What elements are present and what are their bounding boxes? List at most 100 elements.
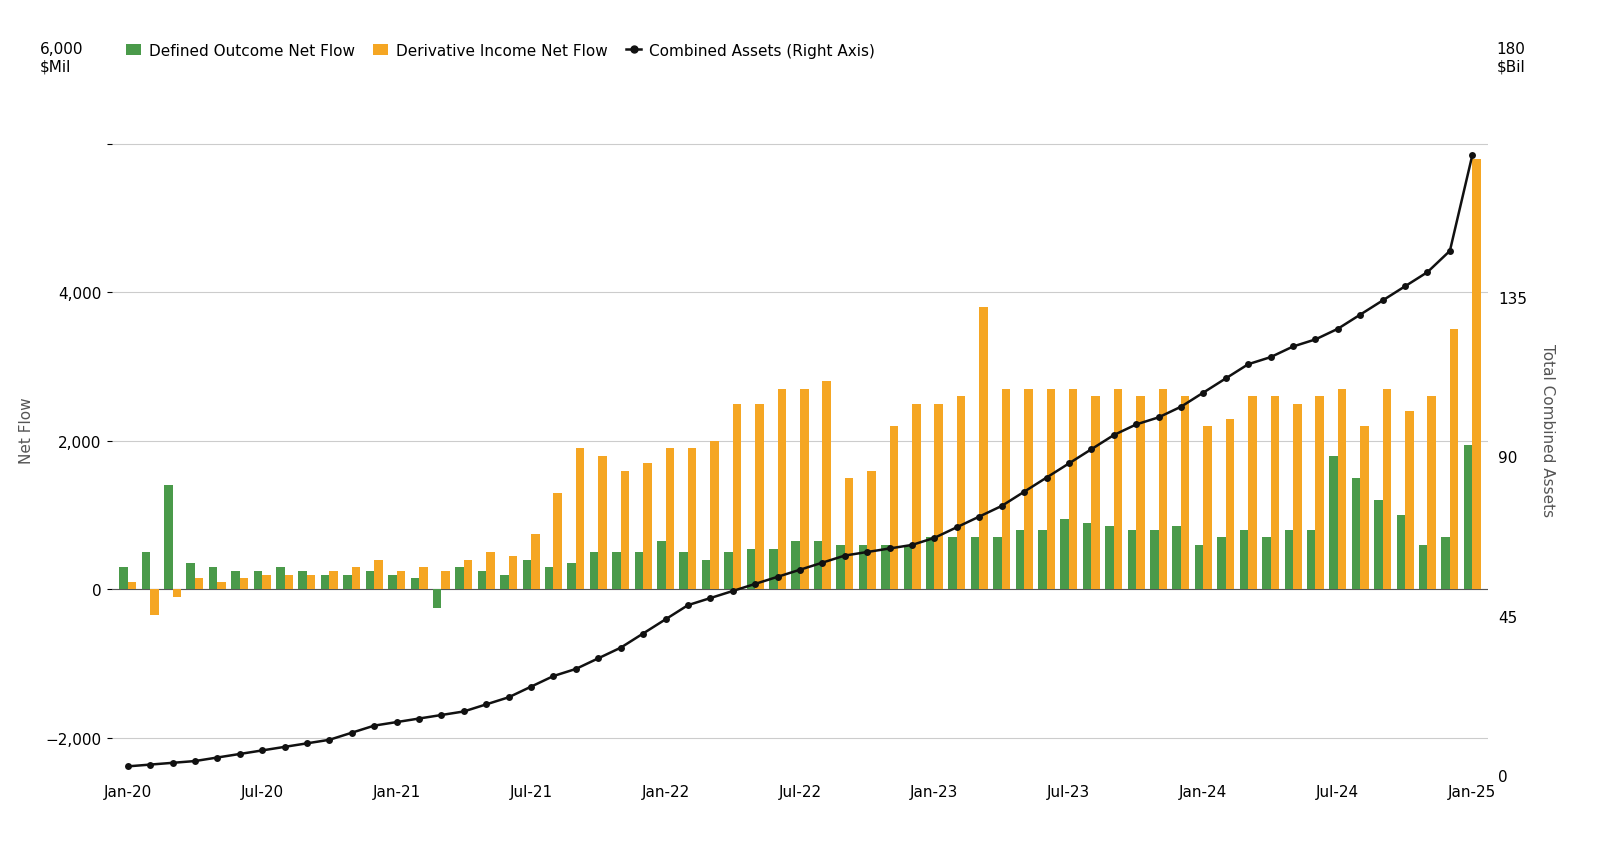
Bar [680,553,688,590]
Bar [1262,538,1270,590]
Bar [232,571,240,590]
Bar [195,579,203,590]
Bar [118,567,128,590]
Bar [1226,419,1234,590]
Bar [590,553,598,590]
Bar [1338,389,1346,590]
Bar [1106,527,1114,590]
Bar [1427,397,1437,590]
Bar [1352,479,1360,590]
Bar [710,441,718,590]
Bar [904,545,912,590]
Bar [509,556,517,590]
Bar [890,427,898,590]
Bar [1248,397,1256,590]
Bar [1270,397,1278,590]
Bar [1016,531,1024,590]
Bar [971,538,979,590]
Bar [141,553,150,590]
Bar [389,575,397,590]
Bar [411,579,419,590]
Bar [1158,389,1166,590]
Bar [456,567,464,590]
Bar [845,479,853,590]
Bar [501,575,509,590]
Bar [285,575,293,590]
Bar [299,571,307,590]
Bar [778,389,786,590]
Bar [822,382,830,590]
Bar [128,583,136,590]
Bar [666,449,674,590]
Bar [374,560,382,590]
Bar [994,538,1002,590]
Legend: Defined Outcome Net Flow, Derivative Income Net Flow, Combined Assets (Right Axi: Defined Outcome Net Flow, Derivative Inc… [120,37,882,65]
Bar [725,553,733,590]
Bar [307,575,315,590]
Bar [635,553,643,590]
Y-axis label: Total Combined Assets: Total Combined Assets [1541,344,1555,516]
Bar [352,567,360,590]
Bar [1114,389,1122,590]
Bar [478,571,486,590]
Bar [1450,330,1459,590]
Bar [546,567,554,590]
Bar [1360,427,1368,590]
Bar [912,405,920,590]
Bar [1069,389,1077,590]
Bar [643,463,651,590]
Bar [344,575,352,590]
Bar [688,449,696,590]
Bar [1083,523,1091,590]
Y-axis label: Net Flow: Net Flow [19,397,34,463]
Bar [1195,545,1203,590]
Bar [531,534,539,590]
Bar [1203,427,1211,590]
Bar [1315,397,1323,590]
Bar [366,571,374,590]
Bar [1442,538,1450,590]
Bar [254,571,262,590]
Bar [1307,531,1315,590]
Bar [1061,520,1069,590]
Bar [218,583,226,590]
Bar [1002,389,1010,590]
Bar [1405,412,1413,590]
Bar [882,545,890,590]
Bar [464,560,472,590]
Bar [1046,389,1054,590]
Bar [173,590,181,597]
Bar [1173,527,1181,590]
Bar [770,549,778,590]
Bar [755,405,763,590]
Bar [262,575,270,590]
Bar [397,571,405,590]
Bar [1128,531,1136,590]
Bar [598,456,606,590]
Bar [934,405,942,590]
Bar [702,560,710,590]
Text: 180
$Bil: 180 $Bil [1496,42,1525,74]
Bar [979,308,987,590]
Bar [1091,397,1099,590]
Bar [1419,545,1427,590]
Bar [926,538,934,590]
Bar [1150,531,1158,590]
Bar [837,545,845,590]
Bar [322,575,330,590]
Bar [747,549,755,590]
Bar [859,545,867,590]
Bar [554,493,562,590]
Bar [658,542,666,590]
Bar [163,486,173,590]
Bar [576,449,584,590]
Bar [330,571,338,590]
Bar [1330,456,1338,590]
Bar [1472,159,1482,590]
Bar [957,397,965,590]
Bar [949,538,957,590]
Bar [568,564,576,590]
Bar [187,564,195,590]
Bar [1382,389,1390,590]
Bar [1397,515,1405,590]
